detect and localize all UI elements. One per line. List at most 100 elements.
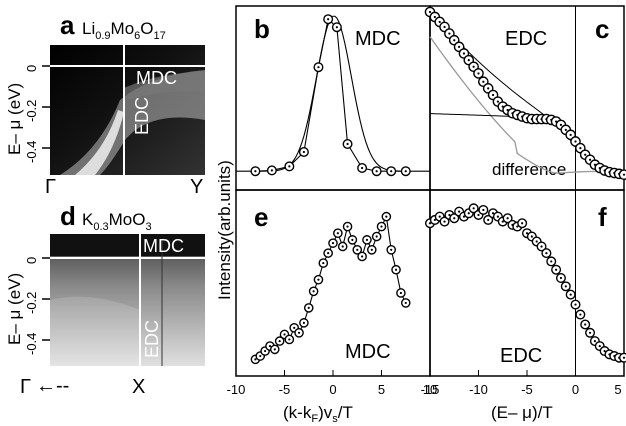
panel-e-point-24-dot [370,248,373,251]
panel-e: e MDC [235,189,431,377]
panel-e-point-30-dot [399,291,402,295]
panel-f-point-40 [619,352,626,363]
panel-a-ytick-1: -0.2 [24,100,39,122]
edc-xtick-label-4: 5 [614,382,621,397]
panel-c-point-8-dot [467,59,470,62]
panel-c-point-29-dot [569,133,572,136]
panel-f-point-8-dot [467,212,470,215]
panel-f: f EDC [425,189,626,377]
panel-f-point-3-dot [443,220,446,223]
panel-c-point-28-dot [564,128,567,131]
panel-d-dark-top [50,234,205,256]
panel-b-point-0-dot [254,170,257,173]
panel-e-point-10-dot [302,321,305,324]
panel-b-point-6-dot [335,26,338,29]
panel-d: d K0.3MoO3 MDC EDC 0 -0.2 -0.4 E– μ (eV)… [5,201,205,398]
panel-c-difference-line [429,36,625,174]
panel-e-point-20-dot [351,238,354,241]
panel-e-point-9-dot [297,331,301,334]
panel-a-band-upper [124,72,205,100]
panel-f-point-0-dot [428,222,432,225]
panel-a-yaxis: 0 -0.2 -0.4 E– μ (eV) [5,65,50,163]
panel-e-point-1-dot [259,354,262,358]
panel-f-point-22-dot [535,240,538,243]
panel-c-point-1-dot [433,15,436,19]
panel-a-title: Li0.9Mo6O17 [82,19,166,42]
mdc-xtick-label-2: 0 [329,382,336,397]
panel-d-mdc-label: MDC [143,236,184,256]
edc-xlabel: (E– μ)/T [491,403,553,422]
edc-xtick-label-2: -5 [521,382,533,397]
panel-e-point-6-dot [283,333,286,336]
panel-e-point-2-dot [264,349,267,353]
panel-f-point-33-dot [588,331,592,334]
panel-a-ytick-0: 0 [24,65,39,72]
panel-a-xlabel-right: Y [190,176,203,198]
panel-d-ytick-0: 0 [24,257,39,264]
panel-d-xlabel-right: X [132,376,145,398]
panel-b-annotation: MDC [355,28,401,50]
panel-e-point-11-dot [307,306,310,309]
panel-f-point-12-dot [487,218,490,222]
panel-d-letter: d [60,201,76,231]
panel-c-point-30-dot [574,140,577,143]
mdc-xtick-label-3: 5 [378,382,385,397]
panel-f-point-29-dot [569,293,572,296]
panel-f-point-23-dot [540,245,543,248]
panel-e-letter: e [254,202,268,232]
panel-b-point-8-dot [361,166,364,170]
mdc-xlabel: (k-kF)vs/T [283,403,353,425]
panel-f-point-11-dot [482,208,485,212]
panel-f-point-4-dot [448,213,451,217]
panel-c-point-40 [618,169,626,180]
panel-f-point-20-dot [525,232,529,235]
panel-c-point-9-dot [472,65,475,68]
panel-e-point-14-dot [322,261,325,265]
panel-c-point-31-dot [579,147,582,150]
panel-b-point-5-dot [327,18,330,21]
panel-e-point-3-dot [268,344,272,348]
panel-a-edc-label: EDC [132,97,152,135]
panel-c-point-33-dot [588,158,592,161]
panel-e-point-17-dot [336,232,339,235]
panel-f-point-36-dot [603,349,606,353]
panel-c: c EDC difference [424,5,626,191]
panel-f-point-18-dot [516,225,519,228]
panel-f-point-10-dot [477,213,480,217]
panel-e-point-15-dot [327,252,330,255]
panel-f-point-16-dot [506,217,509,220]
panel-e-point-16-dot [331,242,335,245]
panel-e-point-29-dot [394,268,398,271]
panel-f-point-26-dot [555,268,558,271]
panel-e-point-7-dot [288,338,291,341]
edc-xtick-label-0: -15 [421,382,440,397]
panel-f-point-6-dot [458,210,461,213]
panel-f-point-15-dot [501,220,504,223]
panel-f-point-14-dot [496,215,499,218]
shared-ylabel: Intensity(arb.units) [215,160,234,300]
panel-f-letter: f [598,202,607,232]
panel-c-point-32-dot [584,153,587,156]
panel-f-point-21-dot [530,235,533,238]
panel-e-annotation: MDC [345,341,391,363]
panel-e-point-13-dot [317,278,320,281]
panel-a-xlabel-left: Γ [45,176,56,198]
panel-f-point-35-dot [598,344,601,348]
panel-c-point-12-dot [487,87,490,90]
panel-c-point-6-dot [458,45,461,48]
edc-xtick-label-3: 0 [572,382,579,397]
panel-f-point-34-dot [593,340,597,343]
panel-c-point-0-dot [428,10,432,14]
panel-e-point-5-dot [278,340,281,343]
edc-xtick-label-1: -10 [469,382,488,397]
panel-e-point-4-dot [273,348,276,351]
panel-f-point-32-dot [584,323,587,326]
panel-e-point-27-dot [385,215,388,218]
panel-c-point-4-dot [448,32,451,35]
panel-f-point-9-dot [472,207,475,210]
panel-f-point-27-dot [559,276,563,280]
mdc-xtick-label-0: -10 [227,382,246,397]
panel-f-point-7-dot [462,215,466,218]
panel-f-point-24-dot [545,252,548,255]
